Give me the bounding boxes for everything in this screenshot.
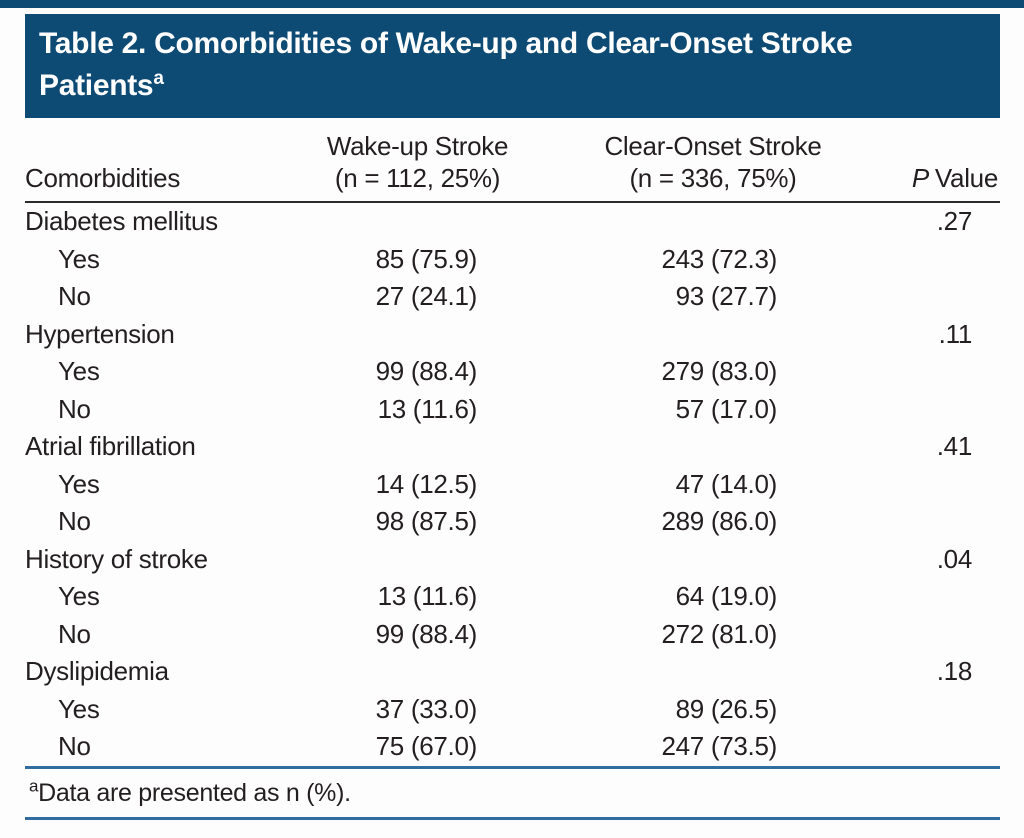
cell-spacer (305, 316, 530, 354)
table-row: Yes 99 (88.4) 279 (83.0) (25, 353, 1000, 391)
category-label: Diabetes mellitus (25, 206, 218, 236)
table-row: No 75 (67.0) 247 (73.5) (25, 728, 1000, 766)
table-row: Yes 85 (75.9) 243 (72.3) (25, 241, 1000, 279)
table-title-line2-text: Patients (39, 69, 154, 102)
table-row: Yes 14 (12.5) 47 (14.0) (25, 466, 1000, 504)
row-label: Yes (58, 356, 100, 386)
clear-onset-value-cell: 93 (27.7) (675, 281, 778, 311)
row-label: Yes (58, 693, 100, 724)
cell-spacer (530, 653, 840, 691)
p-value-cell: .18 (936, 656, 973, 686)
table-title-banner: Table 2. Comorbidities of Wake-up and Cl… (25, 14, 1000, 118)
p-value-cell: .04 (936, 543, 973, 574)
clear-onset-value-cell: 289 (86.0) (661, 506, 777, 536)
clear-onset-header-line2: (n = 336, 75%) (629, 163, 797, 193)
p-value-word: Value (934, 163, 998, 193)
cell-spacer (840, 353, 1000, 391)
p-value-cell: .11 (938, 318, 973, 349)
cell-spacer (530, 541, 840, 579)
cell-spacer (840, 691, 1000, 729)
table-row: Yes 37 (33.0) 89 (26.5) (25, 691, 1000, 729)
top-accent-bar (0, 0, 1024, 8)
clear-onset-value-cell: 279 (83.0) (661, 356, 777, 386)
wakeup-value-cell: 27 (24.1) (375, 281, 478, 311)
table-footnote: aData are presented as n (%). (25, 766, 1000, 820)
cell-spacer (840, 241, 1000, 279)
footnote-marker: a (29, 776, 39, 796)
cell-spacer (840, 616, 1000, 654)
cell-spacer (305, 203, 530, 241)
table-header-row: Comorbidities Wake-up Stroke (n = 112, 2… (25, 118, 1000, 203)
column-header-p-value: P Value (840, 162, 1000, 194)
p-value-cell: .41 (936, 431, 973, 461)
table-row-category: Atrial fibrillation .41 (25, 428, 1000, 466)
table-row-category: Dyslipidemia .18 (25, 653, 1000, 691)
row-label: No (58, 618, 91, 649)
clear-onset-value-cell: 247 (73.5) (661, 731, 777, 761)
wakeup-value-cell: 99 (88.4) (375, 618, 478, 649)
wakeup-value-cell: 14 (12.5) (375, 468, 478, 499)
row-label: Yes (58, 243, 100, 274)
table-row-category: History of stroke .04 (25, 541, 1000, 579)
wakeup-header-line1: Wake-up Stroke (326, 131, 509, 161)
row-label: No (58, 393, 91, 424)
cell-spacer (530, 203, 840, 241)
footnote-text: Data are presented as n (%). (38, 779, 351, 807)
wakeup-value-cell: 99 (88.4) (375, 356, 478, 386)
category-label: Atrial fibrillation (25, 431, 196, 461)
table-row: Yes 13 (11.6) 64 (19.0) (25, 578, 1000, 616)
cell-spacer (840, 578, 1000, 616)
wakeup-value-cell: 13 (11.6) (377, 581, 478, 611)
table-title-footnote-marker: a (153, 68, 164, 89)
row-label: No (58, 281, 91, 311)
row-label: Yes (58, 581, 100, 611)
cell-spacer (305, 541, 530, 579)
clear-onset-value-cell: 89 (26.5) (675, 693, 778, 724)
cell-spacer (530, 428, 840, 466)
column-header-clear-onset-stroke: Clear-Onset Stroke (n = 336, 75%) (530, 130, 840, 194)
category-label: History of stroke (25, 543, 208, 574)
table-row: No 27 (24.1) 93 (27.7) (25, 278, 1000, 316)
table-row: No 98 (87.5) 289 (86.0) (25, 503, 1000, 541)
wakeup-header-line2: (n = 112, 25%) (334, 163, 501, 193)
cell-spacer (840, 466, 1000, 504)
row-label: Yes (58, 468, 100, 499)
wakeup-value-cell: 85 (75.9) (375, 243, 478, 274)
column-header-comorbidities: Comorbidities (25, 163, 181, 193)
column-header-wakeup-stroke: Wake-up Stroke (n = 112, 25%) (305, 130, 530, 194)
p-value-italic-p: P (911, 163, 929, 193)
clear-onset-value-cell: 57 (17.0) (675, 393, 778, 424)
clear-onset-value-cell: 64 (19.0) (675, 581, 778, 611)
cell-spacer (305, 653, 530, 691)
p-value-cell: .27 (936, 206, 973, 236)
wakeup-value-cell: 98 (87.5) (375, 506, 478, 536)
category-label: Hypertension (25, 318, 175, 349)
cell-spacer (840, 728, 1000, 766)
clear-onset-value-cell: 47 (14.0) (675, 468, 778, 499)
cell-spacer (305, 428, 530, 466)
cell-spacer (840, 278, 1000, 316)
row-label: No (58, 731, 91, 761)
wakeup-value-cell: 37 (33.0) (375, 693, 478, 724)
table-body: Diabetes mellitus .27 Yes 85 (75.9) 243 … (25, 203, 1000, 766)
table-title-line1: Table 2. Comorbidities of Wake-up and Cl… (39, 27, 853, 60)
table-row: No 99 (88.4) 272 (81.0) (25, 616, 1000, 654)
table-row: No 13 (11.6) 57 (17.0) (25, 391, 1000, 429)
table-row-category: Hypertension .11 (25, 316, 1000, 354)
cell-spacer (530, 316, 840, 354)
clear-onset-value-cell: 243 (72.3) (661, 243, 777, 274)
category-label: Dyslipidemia (25, 656, 169, 686)
table-title-line2: Patientsa (39, 65, 986, 107)
cell-spacer (840, 391, 1000, 429)
row-label: No (58, 506, 91, 536)
wakeup-value-cell: 75 (67.0) (375, 731, 478, 761)
wakeup-value-cell: 13 (11.6) (377, 393, 478, 424)
cell-spacer (840, 503, 1000, 541)
table-row-category: Diabetes mellitus .27 (25, 203, 1000, 241)
clear-onset-header-line1: Clear-Onset Stroke (604, 131, 822, 161)
clear-onset-value-cell: 272 (81.0) (661, 618, 777, 649)
